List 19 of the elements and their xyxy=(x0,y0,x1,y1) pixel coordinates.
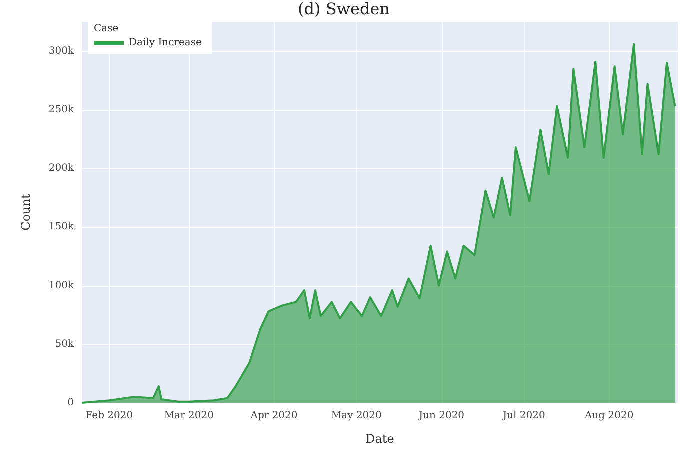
x-tick-label: Aug 2020 xyxy=(584,410,634,422)
y-tick-label: 300k xyxy=(48,46,75,57)
x-tick-label: May 2020 xyxy=(331,410,382,422)
y-tick-label: 150k xyxy=(48,222,75,233)
y-tick-label: 200k xyxy=(48,163,75,174)
y-tick-label: 100k xyxy=(48,280,75,292)
x-axis-title: Date xyxy=(366,432,394,446)
x-tick-label: Apr 2020 xyxy=(250,410,298,422)
x-tick-label: Jun 2020 xyxy=(418,410,465,422)
legend-label: Daily Increase xyxy=(129,38,202,48)
chart-title: (d) Sweden xyxy=(298,0,390,18)
x-tick-label: Mar 2020 xyxy=(164,410,214,422)
legend-title: Case xyxy=(94,24,119,34)
x-tick-label: Feb 2020 xyxy=(86,410,134,422)
y-tick-label: 250k xyxy=(48,104,75,116)
x-tick-label: Jul 2020 xyxy=(502,410,546,422)
y-tick-label: 50k xyxy=(55,338,75,350)
y-tick-label: 0 xyxy=(68,398,74,408)
y-axis-title: Count xyxy=(19,194,33,231)
